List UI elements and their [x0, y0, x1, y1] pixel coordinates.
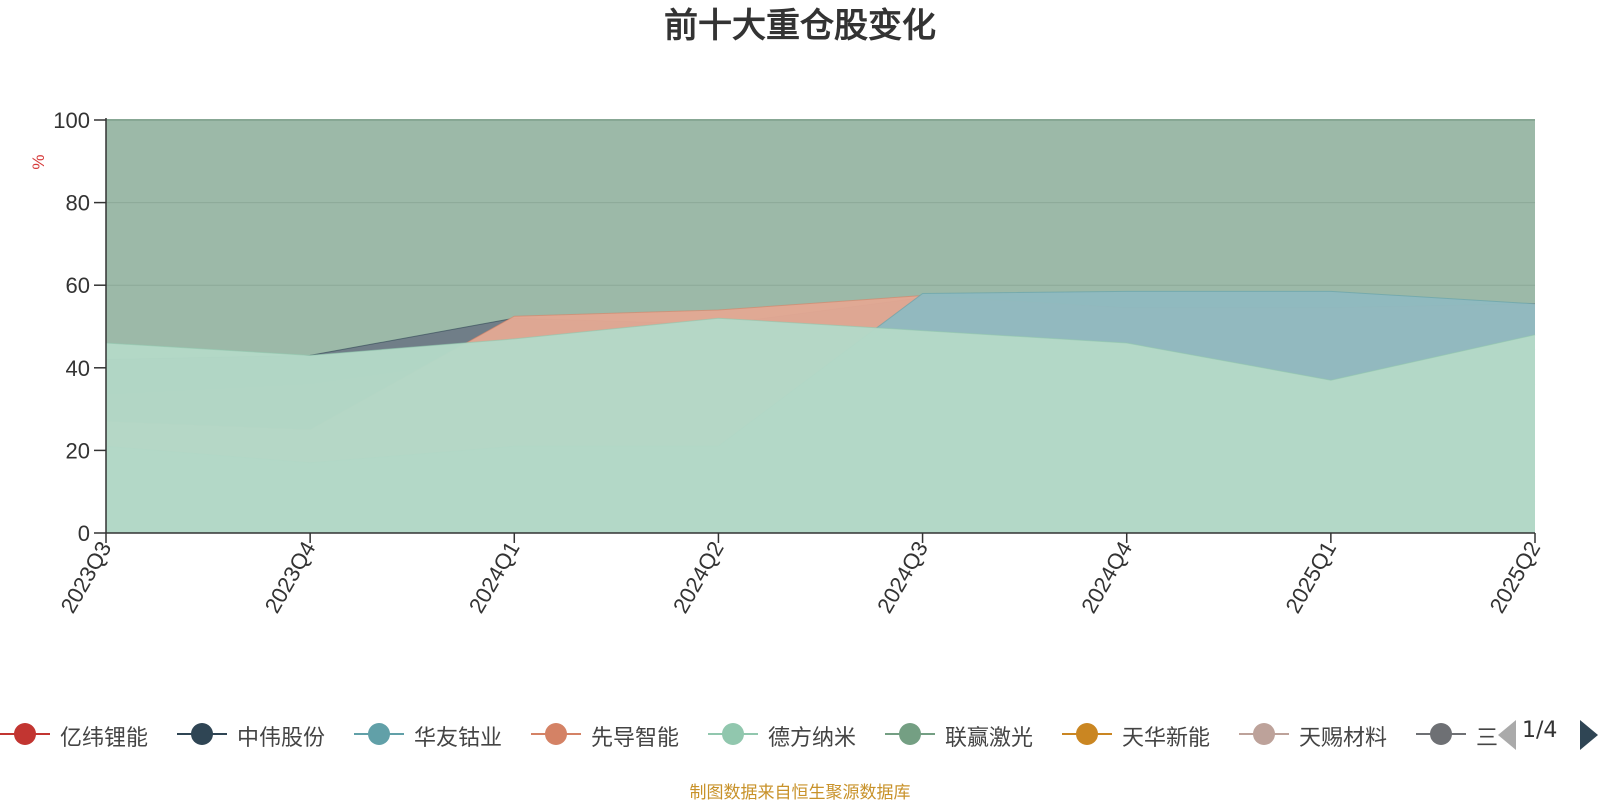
- legend-dot-marker: [191, 723, 213, 745]
- source-note: 制图数据来自恒生聚源数据库: [689, 783, 911, 803]
- legend-next-page-button[interactable]: [1580, 720, 1598, 750]
- x-tick-label: 2024Q1: [464, 537, 525, 617]
- legend-label: 华友钴业: [414, 726, 503, 751]
- y-axis-label: %: [29, 154, 48, 169]
- x-tick-label: 2023Q4: [260, 537, 321, 617]
- legend-label: 亿纬锂能: [60, 726, 149, 751]
- legend-label: 德方纳米: [768, 726, 857, 751]
- x-tick-label: 2024Q2: [668, 537, 729, 617]
- x-tick-label: 2024Q4: [1076, 537, 1137, 617]
- x-tick-label: 2023Q3: [56, 537, 117, 617]
- legend-page-indicator: 1/4: [1522, 718, 1558, 743]
- legend-dot-marker: [899, 723, 921, 745]
- y-tick-label: 0: [78, 521, 90, 546]
- legend-label: 先导智能: [591, 726, 680, 751]
- x-tick-label: 2025Q1: [1280, 537, 1341, 617]
- y-tick-label: 80: [66, 191, 90, 216]
- y-tick-label: 20: [66, 438, 90, 463]
- chart-title: 前十大重仓股变化: [664, 6, 936, 46]
- legend-pager: 1/4: [1498, 716, 1600, 752]
- legend-label: 联赢激光: [945, 726, 1034, 751]
- legend-label: 三: [1476, 726, 1499, 751]
- legend-dot-marker: [368, 723, 390, 745]
- series-line-15: [105, 317, 1536, 381]
- legend-label: 天赐材料: [1299, 726, 1388, 751]
- series-area-15: [106, 318, 1535, 533]
- x-tick-label: 2024Q3: [872, 537, 933, 617]
- x-tick-label: 2025Q2: [1485, 537, 1546, 617]
- y-tick-label: 60: [66, 273, 90, 298]
- legend-dot-marker: [1430, 723, 1452, 745]
- legend-dot-marker: [1253, 723, 1275, 745]
- y-tick-label: 40: [66, 356, 90, 381]
- legend-dot-marker: [14, 723, 36, 745]
- legend: 亿纬锂能 中伟股份 华友钴业 先导智能 德方纳米 联赢激光 天华新能 天赐材料 三: [0, 714, 1600, 754]
- legend-dot-marker: [545, 723, 567, 745]
- legend-dot-marker: [722, 723, 744, 745]
- legend-label: 中伟股份: [237, 726, 326, 751]
- y-tick-label: 100: [53, 108, 90, 133]
- legend-label: 天华新能: [1122, 726, 1211, 751]
- legend-dot-marker: [1076, 723, 1098, 745]
- legend-prev-page-button[interactable]: [1498, 720, 1516, 750]
